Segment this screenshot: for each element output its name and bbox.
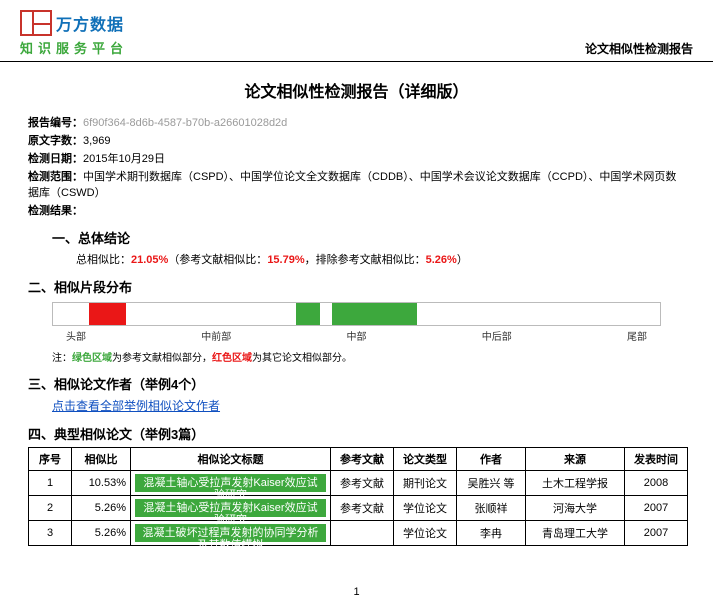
table-cell: 10.53% [72, 471, 131, 496]
bar-region-label: 头部 [66, 328, 86, 343]
similar-papers-table: 序号相似比相似论文标题参考文献论文类型作者来源发表时间 110.53%混凝土轴心… [28, 447, 688, 546]
bar-segment [417, 303, 660, 325]
bar-segment [296, 303, 320, 325]
table-cell: 张顺祥 [457, 496, 526, 521]
table-row: 110.53%混凝土轴心受拉声发射Kaiser效应试验研究参考文献期刊论文吴胜兴… [29, 471, 688, 496]
meta-report-no: 报告编号：6f90f364-8d6b-4587-b70b-a26601028d2… [28, 114, 685, 130]
meta-result-label: 检测结果： [28, 202, 685, 218]
logo-main-text: 万方数据 [56, 11, 124, 35]
bar-region-label: 中部 [347, 328, 367, 343]
table-header: 发表时间 [625, 448, 688, 471]
bar-segment [89, 303, 125, 325]
table-cell: 土木工程学报 [526, 471, 625, 496]
table-cell: 混凝土轴心受拉声发射Kaiser效应试验研究 [131, 471, 331, 496]
table-header: 序号 [29, 448, 72, 471]
overall-conclusion: 总相似比：21.05%（参考文献相似比：15.79%，排除参考文献相似比：5.2… [76, 251, 685, 267]
table-cell: 3 [29, 521, 72, 546]
logo-block: 万方数据 知识服务平台 [20, 10, 128, 57]
table-cell: 河海大学 [526, 496, 625, 521]
meta-scope: 检测范围：中国学术期刊数据库（CSPD）、中国学位论文全文数据库（CDDB）、中… [28, 168, 685, 200]
table-cell: 2007 [625, 496, 688, 521]
wanfang-logo-icon [20, 10, 52, 36]
table-cell: 2 [29, 496, 72, 521]
table-cell: 参考文献 [331, 496, 394, 521]
bar-region-labels: 头部 中前部 中部 中后部 尾部 [52, 328, 661, 343]
table-cell: 青岛理工大学 [526, 521, 625, 546]
bar-region-label: 尾部 [627, 328, 647, 343]
header-title-right: 论文相似性检测报告 [585, 40, 693, 57]
table-cell: 李冉 [457, 521, 526, 546]
table-cell: 1 [29, 471, 72, 496]
section-4-title: 四、典型相似论文（举例3篇） [28, 424, 685, 443]
table-cell: 学位论文 [394, 496, 457, 521]
table-cell: 2008 [625, 471, 688, 496]
table-cell: 参考文献 [331, 471, 394, 496]
section-2-title: 二、相似片段分布 [28, 277, 685, 296]
bar-segment [53, 303, 89, 325]
table-cell: 学位论文 [394, 521, 457, 546]
bar-region-label: 中后部 [482, 328, 512, 343]
table-row: 25.26%混凝土轴心受拉声发射Kaiser效应试验研究参考文献学位论文张顺祥河… [29, 496, 688, 521]
page-header: 万方数据 知识服务平台 论文相似性检测报告 [0, 0, 713, 62]
meta-date: 检测日期：2015年10月29日 [28, 150, 685, 166]
table-header: 作者 [457, 448, 526, 471]
bar-segment [332, 303, 417, 325]
similarity-distribution-bar [52, 302, 661, 326]
bar-region-label: 中前部 [201, 328, 231, 343]
section-1-title: 一、总体结论 [52, 228, 685, 247]
table-cell: 吴胜兴 等 [457, 471, 526, 496]
table-cell: 5.26% [72, 496, 131, 521]
report-title: 论文相似性检测报告（详细版） [28, 78, 685, 102]
table-cell: 期刊论文 [394, 471, 457, 496]
table-header: 参考文献 [331, 448, 394, 471]
table-cell [331, 521, 394, 546]
bar-segment [126, 303, 296, 325]
view-all-authors-link[interactable]: 点击查看全部举例相似论文作者 [52, 399, 220, 413]
table-cell: 2007 [625, 521, 688, 546]
table-row: 35.26%混凝土破坏过程声发射的协同学分析及其数值模拟学位论文李冉青岛理工大学… [29, 521, 688, 546]
table-header: 来源 [526, 448, 625, 471]
table-header: 相似论文标题 [131, 448, 331, 471]
table-header: 论文类型 [394, 448, 457, 471]
table-header: 相似比 [72, 448, 131, 471]
meta-word-count: 原文字数：3,969 [28, 132, 685, 148]
table-cell: 5.26% [72, 521, 131, 546]
logo-sub-text: 知识服务平台 [20, 38, 128, 57]
section-3-title: 三、相似论文作者（举例4个） [28, 374, 685, 393]
bar-segment [320, 303, 332, 325]
page-number: 1 [0, 586, 713, 608]
bar-legend-note: 注：绿色区域为参考文献相似部分，红色区域为其它论文相似部分。 [52, 349, 661, 364]
